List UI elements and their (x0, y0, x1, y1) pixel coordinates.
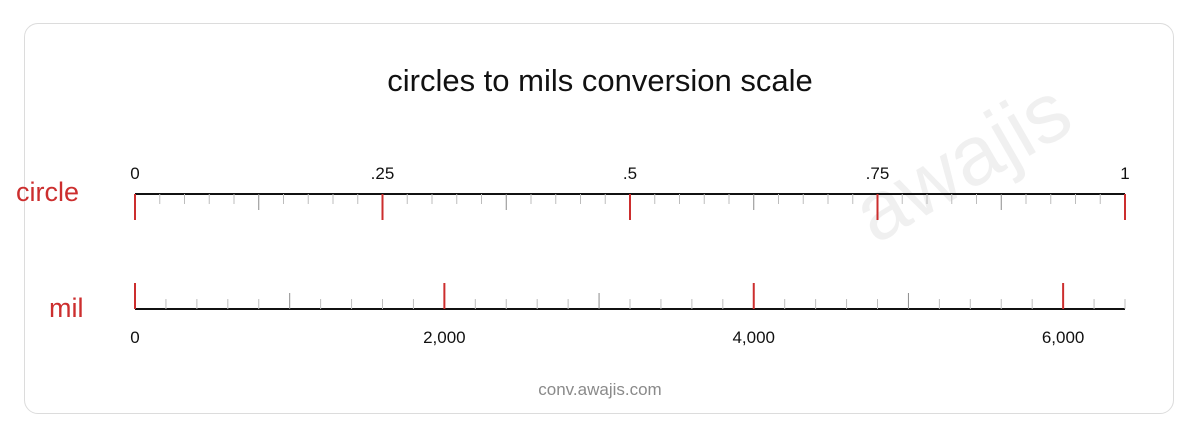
scale-unit-label-mil: mil (49, 293, 84, 323)
circle-tick-label: 0 (130, 164, 139, 183)
mil-scale: 0 2,000 4,000 6,000 (130, 283, 1126, 347)
scale-unit-label-circle: circle (16, 177, 80, 207)
mil-tick-label: 4,000 (732, 328, 775, 347)
watermark-text: awajis (837, 62, 1086, 260)
circle-tick-label: 1 (1120, 164, 1129, 183)
circle-tick-label: .25 (371, 164, 395, 183)
mil-tick-label: 6,000 (1042, 328, 1085, 347)
circle-tick-label: .5 (623, 164, 637, 183)
chart-title: circles to mils conversion scale (387, 63, 813, 98)
chart-card (24, 23, 1174, 414)
circle-tick-label: .75 (866, 164, 890, 183)
mil-tick-label: 2,000 (423, 328, 466, 347)
mil-tick-label: 0 (130, 328, 139, 347)
footer-source: conv.awajis.com (538, 380, 662, 399)
circle-scale: 0 .25 .5 .75 1 (130, 164, 1130, 220)
